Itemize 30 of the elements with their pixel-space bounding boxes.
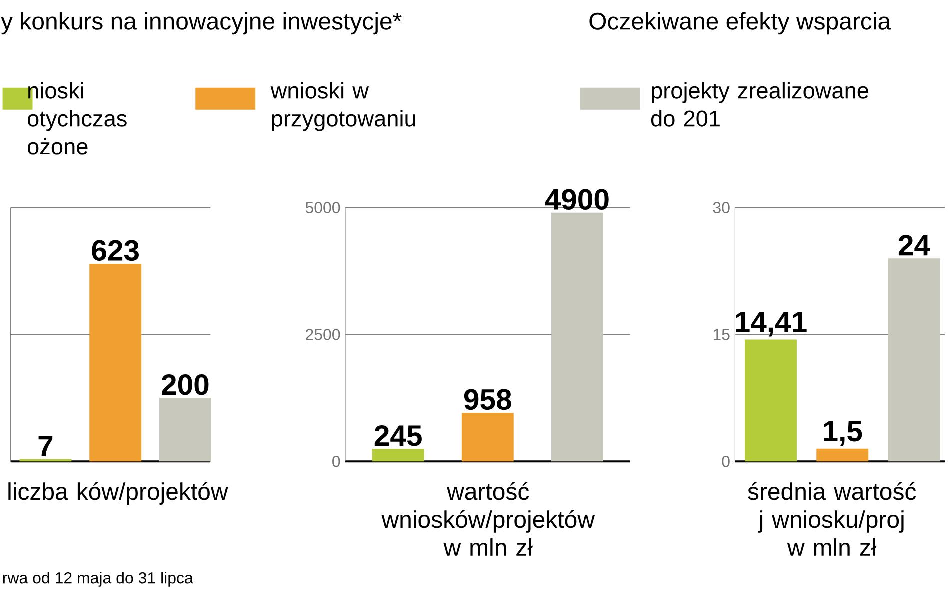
data-label: 1,5 xyxy=(824,422,862,446)
x-axis-title: wartość wniosków/projektów w mln zł xyxy=(382,482,596,556)
bar xyxy=(816,449,869,462)
legend-label: wnioski w przygotowaniu xyxy=(270,82,416,132)
legend-label: projekty zrealizowane do 201 xyxy=(651,82,869,128)
chart-title: y konkurs na innowacyjne inwestycje* xyxy=(1,12,402,35)
bar xyxy=(551,213,604,462)
y-tick-label: 30 xyxy=(713,202,730,214)
chart-title: Oczekiwane efekty wsparcia xyxy=(590,12,892,35)
x-axis-title: średnia wartość j wniosku/proj w mln zł xyxy=(748,482,916,556)
y-tick-label: 0 xyxy=(332,456,340,468)
data-label: 24 xyxy=(898,235,930,256)
y-tick-label: 0 xyxy=(722,456,730,468)
data-label: 14,41 xyxy=(736,312,807,338)
bar xyxy=(888,258,940,462)
text: rwa od 12 maja do 31 lipca xyxy=(3,572,194,588)
y-tick-label: 5000 xyxy=(306,202,340,214)
x-axis-title: liczba ków/projektów xyxy=(8,482,228,506)
data-label: 4900 xyxy=(545,189,609,210)
data-label: 7 xyxy=(38,436,53,457)
bar xyxy=(372,449,424,462)
data-label: 623 xyxy=(92,240,139,262)
data-label: 200 xyxy=(162,374,209,396)
y-tick-label: 2500 xyxy=(306,329,340,341)
data-label: 245 xyxy=(374,426,422,446)
legend-label: nioski otychczas ożone xyxy=(28,82,127,156)
y-tick-label: 15 xyxy=(714,329,730,341)
bar xyxy=(462,413,514,462)
data-label: 958 xyxy=(464,390,512,410)
bar xyxy=(745,340,797,462)
